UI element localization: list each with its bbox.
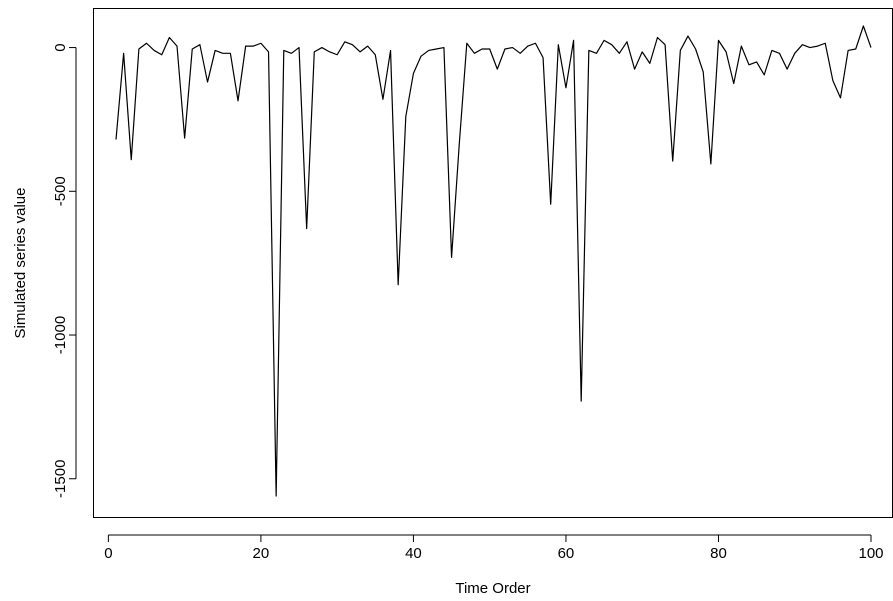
y-tick-label: -1000: [52, 316, 69, 354]
y-axis-label: Simulated series value: [12, 188, 29, 339]
y-axis: 0 -500 -1000 -1500: [52, 43, 77, 498]
x-tick-label: 40: [405, 545, 422, 562]
y-tick-label: -1500: [52, 460, 69, 498]
y-tick-label: -500: [52, 176, 69, 206]
series-line: [115, 25, 872, 497]
x-tick-label: 0: [104, 545, 112, 562]
x-tick-label: 20: [253, 545, 270, 562]
x-axis: 0 20 40 60 80 100: [104, 534, 884, 562]
plot-area-border: [93, 8, 893, 518]
x-tick-label: 60: [558, 545, 575, 562]
x-axis-label: Time Order: [455, 580, 530, 597]
y-tick-label: 0: [52, 43, 69, 51]
x-tick-label: 100: [858, 545, 883, 562]
x-tick-label: 80: [710, 545, 727, 562]
